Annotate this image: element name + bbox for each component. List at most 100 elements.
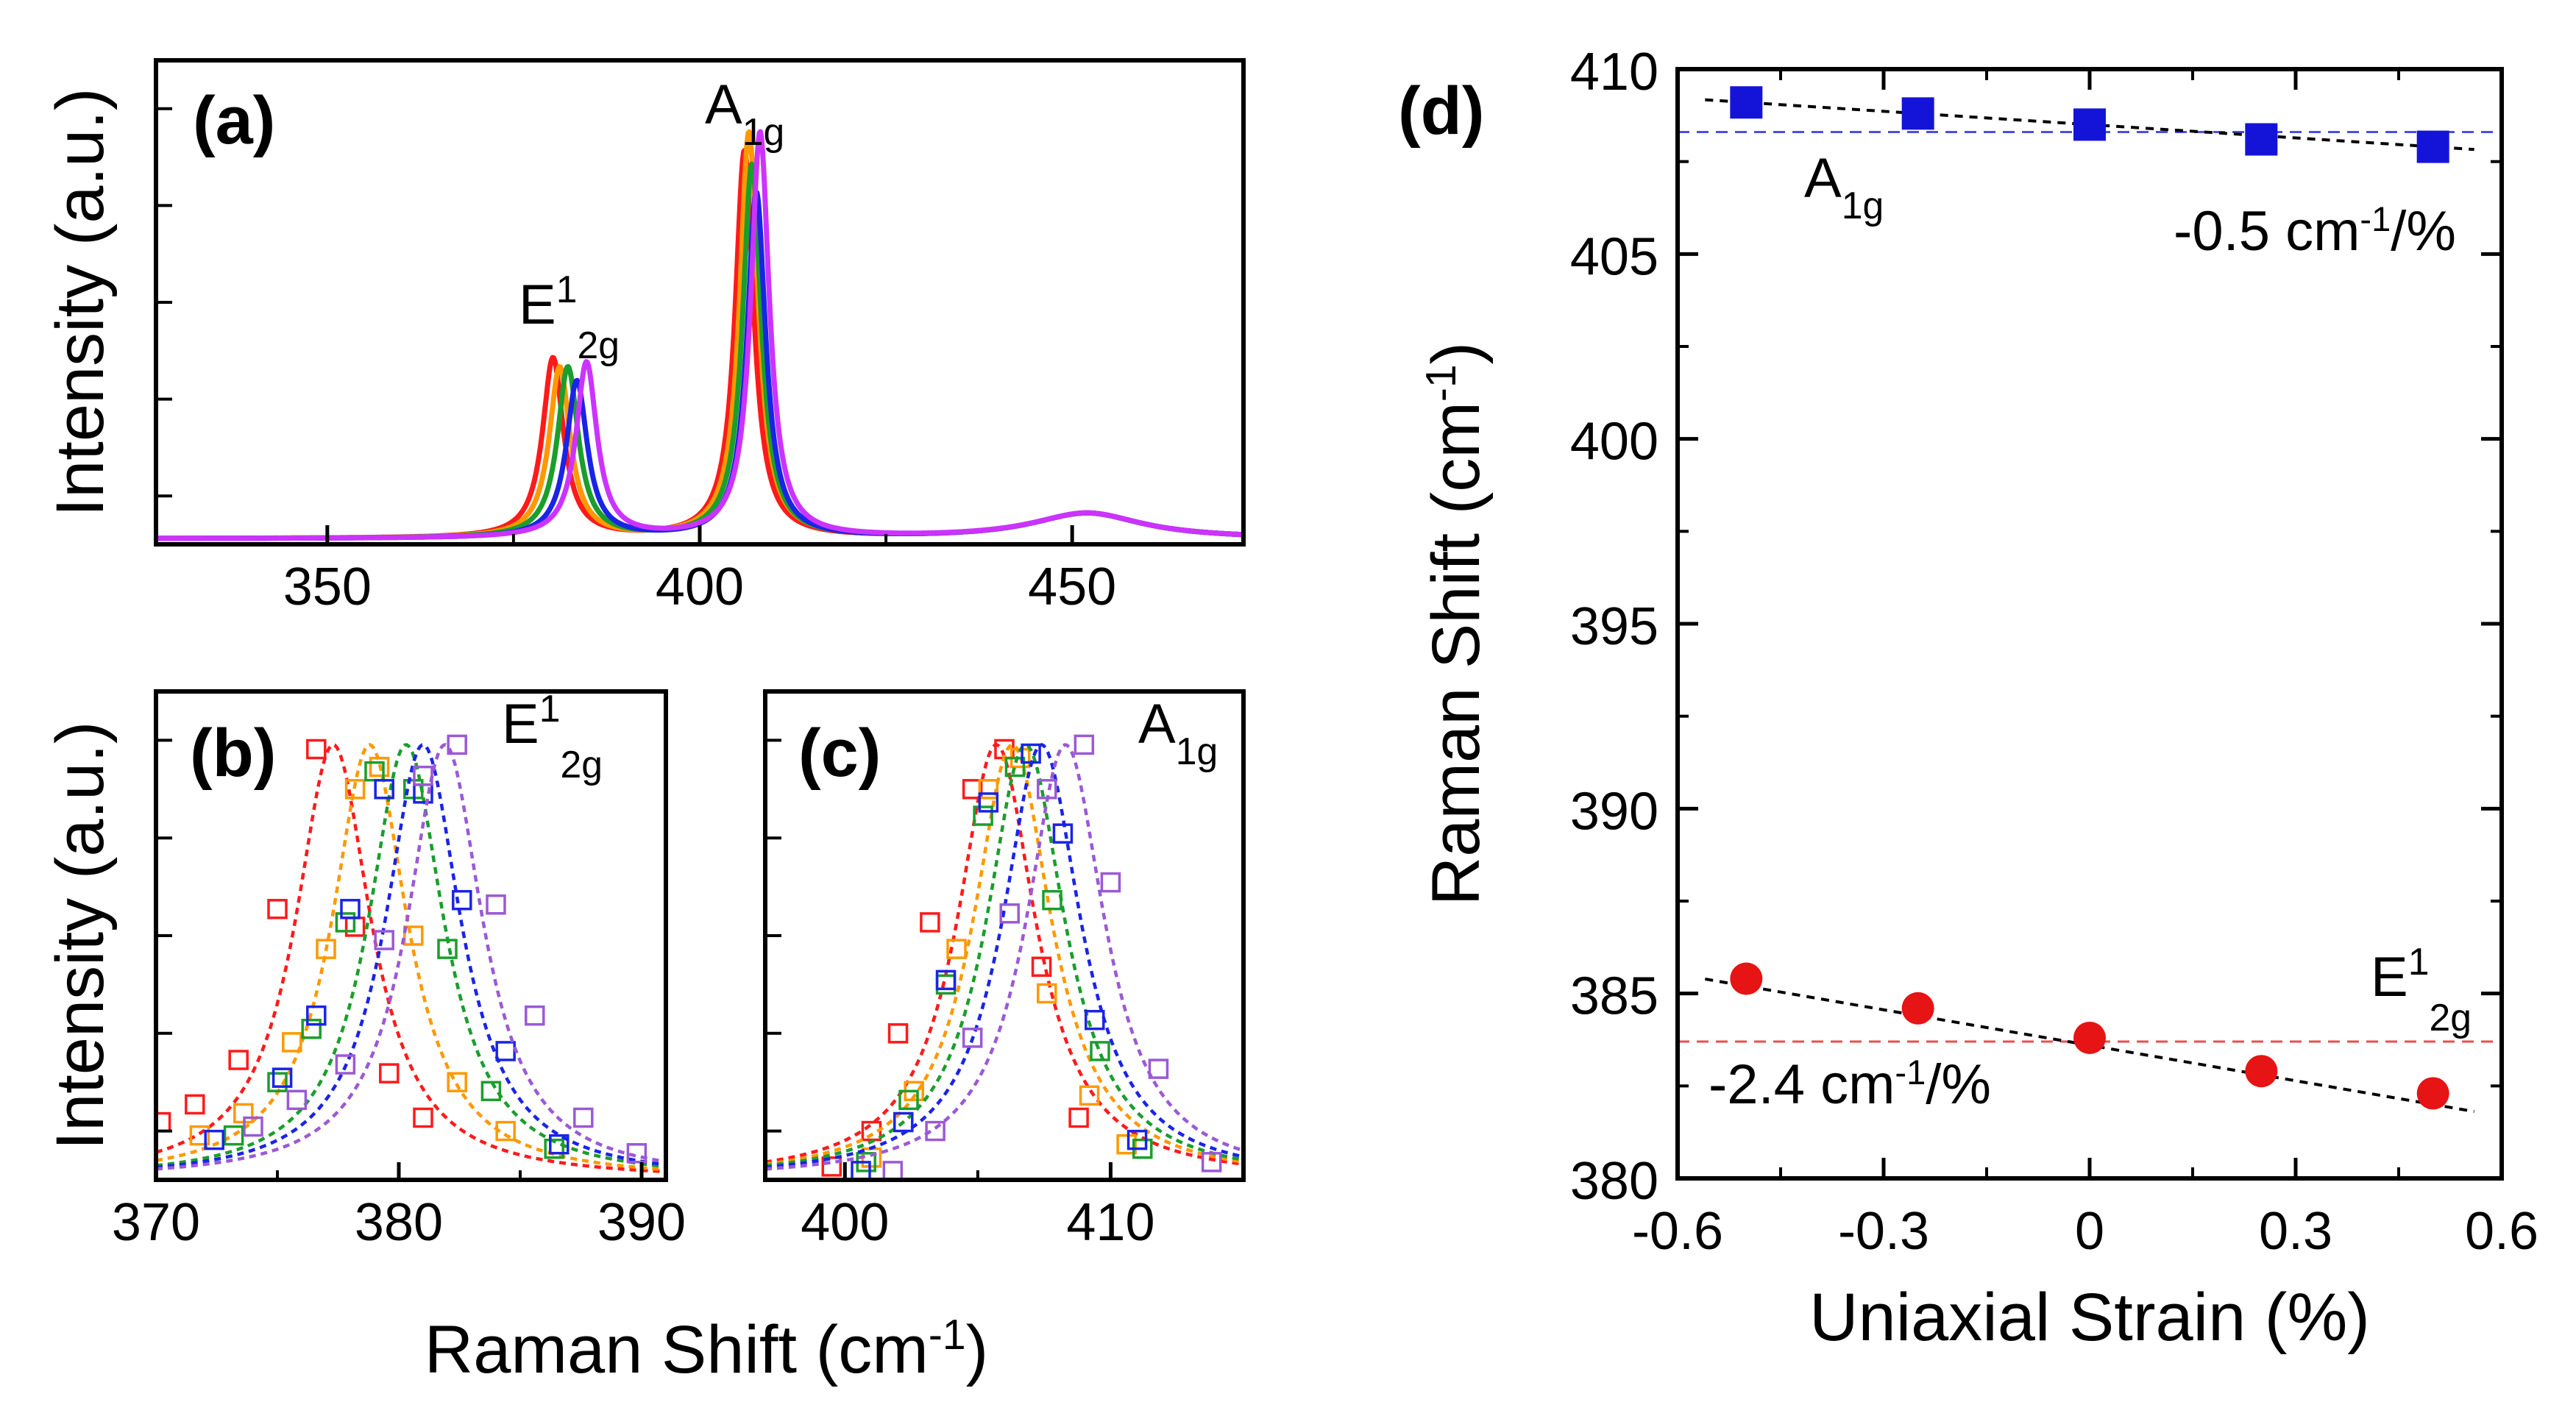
y-axis-label-b: Intensity (a.u.) bbox=[43, 722, 118, 1150]
data-point-b-1-6 bbox=[403, 925, 424, 946]
data-point-c-0-3 bbox=[920, 912, 940, 933]
data-point-c-2-3 bbox=[973, 805, 993, 826]
panel-d-background bbox=[1678, 69, 2502, 1178]
panel-d: -0.6 -0.3 0 0.3 0.6 380 385 390 395 400 405 410 (d) U… bbox=[1398, 43, 2538, 1355]
data-point-c-3-7 bbox=[1126, 1129, 1148, 1150]
data-point-c-0-7 bbox=[1068, 1107, 1089, 1128]
data-point-b-1-5 bbox=[369, 756, 390, 777]
panel-b-background bbox=[156, 691, 666, 1180]
panel-d-ytick-label-3: 395 bbox=[1570, 597, 1658, 656]
data-point-d-1-4 bbox=[2416, 1077, 2449, 1110]
data-point-b-2-3 bbox=[335, 912, 356, 933]
panel-d-ytick-label-0: 380 bbox=[1570, 1152, 1658, 1211]
data-point-b-3-3 bbox=[340, 899, 361, 919]
panel-b: 370 380 390 (b) E12g bbox=[112, 687, 686, 1252]
panel-a-label: (a) bbox=[193, 83, 275, 158]
data-point-c-3-6 bbox=[1085, 1009, 1105, 1031]
data-point-d-1-0 bbox=[1730, 962, 1763, 995]
data-point-b-3-4 bbox=[374, 779, 394, 800]
data-point-b-0-4 bbox=[306, 739, 327, 760]
data-point-b-0-2 bbox=[228, 1050, 249, 1070]
panel-a-xtick-label-2: 450 bbox=[1028, 558, 1116, 616]
data-point-c-4-3 bbox=[999, 903, 1020, 924]
data-point-b-1-3 bbox=[316, 939, 336, 959]
fit-curve-c-4 bbox=[765, 743, 1243, 1171]
panel-b-label: (b) bbox=[190, 716, 276, 791]
data-point-b-4-1 bbox=[286, 1089, 308, 1111]
data-point-b-2-1 bbox=[267, 1072, 288, 1092]
data-point-b-4-9 bbox=[626, 1143, 647, 1164]
fit-curve-b-2 bbox=[156, 743, 665, 1169]
panel-a: 350 400 450 (a) E12g A1g bbox=[154, 58, 1246, 616]
data-point-b-1-8 bbox=[495, 1120, 516, 1142]
data-point-c-2-5 bbox=[1042, 889, 1062, 911]
fit-curve-b-0 bbox=[156, 743, 665, 1174]
data-point-d-0-1 bbox=[1901, 97, 1934, 130]
data-point-d-1-2 bbox=[2073, 1021, 2106, 1054]
data-point-b-4-6 bbox=[486, 894, 506, 915]
y-axis-label-a: Intensity (a.u.) bbox=[43, 88, 118, 517]
data-point-c-3-3 bbox=[978, 792, 999, 813]
data-point-b-1-4 bbox=[344, 779, 366, 800]
data-point-c-2-1 bbox=[898, 1089, 919, 1111]
data-point-c-1-7 bbox=[1116, 1134, 1137, 1155]
panel-a-xtick-label-0: 350 bbox=[283, 558, 372, 616]
data-point-c-2-4 bbox=[1004, 756, 1026, 777]
panel-d-xtick-label-3: 0.3 bbox=[2259, 1202, 2332, 1261]
data-point-c-4-4 bbox=[1037, 779, 1057, 800]
slope-label-a1g: -0.5 cm-1/% bbox=[2174, 199, 2456, 263]
panel-c-xtick-label-0: 400 bbox=[801, 1193, 889, 1252]
data-point-c-3-1 bbox=[893, 1111, 914, 1133]
data-point-b-1-2 bbox=[282, 1032, 302, 1053]
panel-b-series-group bbox=[156, 734, 666, 1174]
panel-d-series-group bbox=[1678, 86, 2502, 1114]
data-point-b-3-0 bbox=[204, 1129, 224, 1150]
panel-c-peak-label: A1g bbox=[1138, 693, 1218, 772]
data-point-b-3-8 bbox=[549, 1134, 570, 1155]
panel-d-ytick-label-2: 390 bbox=[1570, 782, 1658, 841]
panel-b-peak-label: E12g bbox=[502, 687, 603, 786]
data-point-b-4-7 bbox=[525, 1005, 545, 1026]
panel-d-ytick-label-4: 400 bbox=[1570, 413, 1658, 472]
data-point-c-4-5 bbox=[1074, 734, 1095, 755]
data-point-c-4-8 bbox=[1201, 1152, 1222, 1173]
panel-d-label: (d) bbox=[1398, 74, 1484, 149]
fit-curve-b-3 bbox=[156, 743, 665, 1170]
data-point-c-3-4 bbox=[1021, 743, 1041, 764]
fit-curve-c-2 bbox=[765, 743, 1243, 1167]
data-point-c-4-6 bbox=[1100, 872, 1121, 893]
data-point-b-4-2 bbox=[335, 1054, 356, 1075]
data-point-c-4-2 bbox=[962, 1028, 983, 1048]
data-point-d-0-3 bbox=[2245, 123, 2278, 156]
data-point-c-4-7 bbox=[1148, 1058, 1169, 1079]
data-point-c-1-3 bbox=[978, 779, 999, 800]
data-point-b-2-2 bbox=[301, 1019, 322, 1039]
data-point-b-2-0 bbox=[223, 1125, 244, 1146]
x-axis-label-bc: Raman Shift (cm-1) bbox=[425, 1312, 988, 1387]
data-point-c-0-2 bbox=[887, 1023, 909, 1044]
data-point-d-1-3 bbox=[2245, 1055, 2278, 1088]
panel-d-xtick-label-1: -0.3 bbox=[1838, 1202, 1929, 1261]
panel-d-ytick-label-5: 405 bbox=[1570, 227, 1658, 286]
panel-a-series-group bbox=[156, 129, 1243, 541]
data-point-c-2-6 bbox=[1090, 1041, 1110, 1061]
panel-b-xtick-label-0: 370 bbox=[112, 1193, 200, 1252]
data-point-c-1-5 bbox=[1037, 983, 1057, 1004]
data-point-b-3-2 bbox=[306, 1005, 327, 1026]
panel-b-xtick-label-1: 380 bbox=[355, 1193, 443, 1252]
data-point-b-2-8 bbox=[544, 1138, 564, 1159]
data-point-c-0-0 bbox=[821, 1156, 842, 1177]
data-point-c-1-2 bbox=[946, 939, 967, 959]
data-point-b-0-1 bbox=[185, 1094, 205, 1115]
data-point-b-3-1 bbox=[272, 1067, 293, 1088]
data-point-b-4-0 bbox=[243, 1116, 263, 1137]
data-point-b-0-6 bbox=[379, 1063, 400, 1083]
data-point-c-3-5 bbox=[1052, 823, 1074, 844]
fit-curve-c-0 bbox=[765, 743, 1243, 1166]
fit-curve-c-3 bbox=[765, 742, 1243, 1170]
data-point-d-0-4 bbox=[2416, 130, 2449, 163]
panel-d-xtick-label-0: -0.6 bbox=[1632, 1202, 1723, 1261]
data-point-c-0-4 bbox=[962, 779, 983, 800]
data-point-b-4-4 bbox=[413, 765, 433, 786]
